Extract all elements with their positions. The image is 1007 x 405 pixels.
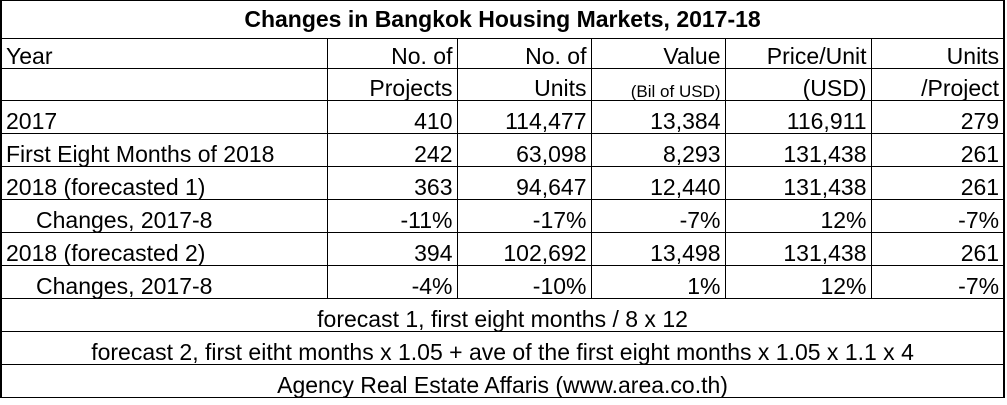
row-label: Changes, 2017-8 bbox=[0, 265, 328, 299]
row-label: Changes, 2017-8 bbox=[0, 199, 328, 233]
cell-value: 1% bbox=[590, 265, 726, 299]
header-year-blank bbox=[0, 68, 328, 101]
header-upp-line2: /Project bbox=[870, 68, 1006, 101]
header-units-line1: No. of bbox=[456, 38, 592, 69]
cell-value: 13,498 bbox=[590, 232, 726, 266]
note-forecast-2: forecast 2, first eitht months x 1.05 + … bbox=[0, 331, 1006, 365]
cell-price: 131,438 bbox=[724, 232, 872, 266]
table-title: Changes in Bangkok Housing Markets, 2017… bbox=[0, 0, 1006, 39]
cell-value: -7% bbox=[590, 199, 726, 233]
header-row-2: Projects Units (Bil of USD) (USD) /Proje… bbox=[0, 68, 1006, 101]
row-label: 2018 (forecasted 2) bbox=[0, 232, 328, 266]
header-price-line2: (USD) bbox=[724, 68, 872, 101]
cell-upp: -7% bbox=[870, 199, 1006, 233]
cell-price: 116,911 bbox=[724, 100, 872, 134]
row-label: 2018 (forecasted 1) bbox=[0, 166, 328, 200]
cell-projects: 242 bbox=[326, 133, 458, 167]
cell-value: 13,384 bbox=[590, 100, 726, 134]
cell-units: 94,647 bbox=[456, 166, 592, 200]
header-value-line2: (Bil of USD) bbox=[590, 68, 726, 101]
source-note: Agency Real Estate Affaris (www.area.co.… bbox=[0, 364, 1006, 398]
table-row: Changes, 2017-8 -11% -17% -7% 12% -7% bbox=[0, 199, 1006, 233]
table-row: 2018 (forecasted 2) 394 102,692 13,498 1… bbox=[0, 232, 1006, 266]
note-row: Agency Real Estate Affaris (www.area.co.… bbox=[0, 364, 1006, 398]
table-row: Changes, 2017-8 -4% -10% 1% 12% -7% bbox=[0, 265, 1006, 299]
header-upp-line1: Units bbox=[870, 38, 1006, 69]
cell-value: 8,293 bbox=[590, 133, 726, 167]
title-row: Changes in Bangkok Housing Markets, 2017… bbox=[0, 0, 1006, 39]
header-row-1: Year No. of No. of Value Price/Unit Unit… bbox=[0, 38, 1006, 69]
cell-upp: 279 bbox=[870, 100, 1006, 134]
cell-units: 63,098 bbox=[456, 133, 592, 167]
note-row: forecast 1, first eight months / 8 x 12 bbox=[0, 298, 1006, 332]
cell-upp: 261 bbox=[870, 133, 1006, 167]
cell-units: -17% bbox=[456, 199, 592, 233]
header-year: Year bbox=[0, 38, 328, 69]
table-row: First Eight Months of 2018 242 63,098 8,… bbox=[0, 133, 1006, 167]
table-row: 2018 (forecasted 1) 363 94,647 12,440 13… bbox=[0, 166, 1006, 200]
note-row: forecast 2, first eitht months x 1.05 + … bbox=[0, 331, 1006, 365]
cell-value: 12,440 bbox=[590, 166, 726, 200]
cell-units: 102,692 bbox=[456, 232, 592, 266]
table-row: 2017 410 114,477 13,384 116,911 279 bbox=[0, 100, 1006, 134]
row-label: First Eight Months of 2018 bbox=[0, 133, 328, 167]
row-label: 2017 bbox=[0, 100, 328, 134]
header-price-line1: Price/Unit bbox=[724, 38, 872, 69]
cell-upp: -7% bbox=[870, 265, 1006, 299]
cell-projects: 363 bbox=[326, 166, 458, 200]
header-projects-line1: No. of bbox=[326, 38, 458, 69]
cell-projects: 394 bbox=[326, 232, 458, 266]
cell-projects: -11% bbox=[326, 199, 458, 233]
note-forecast-1: forecast 1, first eight months / 8 x 12 bbox=[0, 298, 1006, 332]
cell-upp: 261 bbox=[870, 166, 1006, 200]
header-value-line1: Value bbox=[590, 38, 726, 69]
cell-units: -10% bbox=[456, 265, 592, 299]
cell-projects: -4% bbox=[326, 265, 458, 299]
header-projects-line2: Projects bbox=[326, 68, 458, 101]
cell-upp: 261 bbox=[870, 232, 1006, 266]
cell-price: 131,438 bbox=[724, 166, 872, 200]
header-units-line2: Units bbox=[456, 68, 592, 101]
cell-price: 131,438 bbox=[724, 133, 872, 167]
cell-units: 114,477 bbox=[456, 100, 592, 134]
cell-price: 12% bbox=[724, 265, 872, 299]
cell-price: 12% bbox=[724, 199, 872, 233]
cell-projects: 410 bbox=[326, 100, 458, 134]
